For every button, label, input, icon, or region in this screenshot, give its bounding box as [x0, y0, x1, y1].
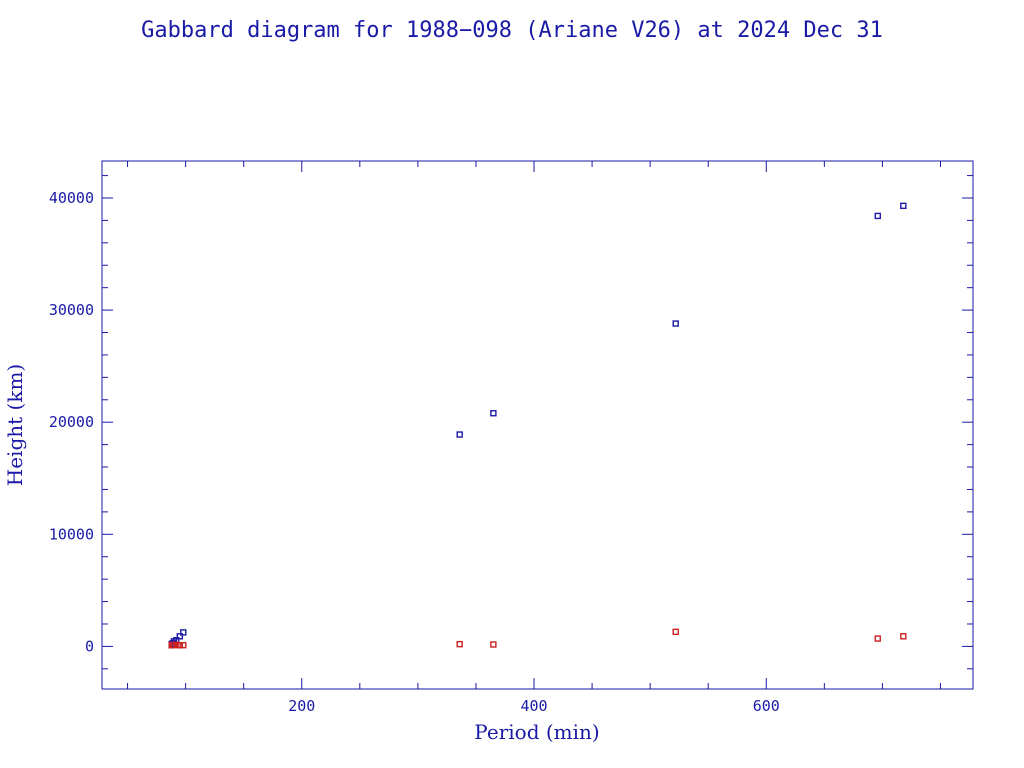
y-axis-label: Height (km) [3, 364, 27, 486]
x-tick-label: 200 [288, 697, 315, 715]
y-tick-label: 10000 [49, 525, 94, 543]
apogee-point [900, 202, 907, 210]
apogee-point [176, 633, 184, 640]
y-tick-label: 40000 [49, 189, 94, 207]
x-axis-label: Period (min) [474, 720, 599, 744]
y-tick-label: 20000 [49, 413, 94, 431]
axis-ticks [102, 161, 973, 689]
x-tick-label: 600 [753, 697, 780, 715]
y-tick-label: 0 [85, 637, 94, 655]
x-tick-label: 400 [520, 697, 547, 715]
perigee-point [900, 633, 907, 640]
tick-labels: 200 400 600 0 10000 20000 30000 40000 [49, 189, 780, 715]
perigee-point [490, 641, 497, 648]
apogee-point [672, 320, 679, 327]
apogee-point [490, 410, 497, 417]
y-tick-label: 30000 [49, 301, 94, 319]
apogee-point [456, 431, 463, 438]
data-points [168, 202, 907, 649]
perigee-point [874, 635, 881, 642]
chart-title: Gabbard diagram for 1988−098 (Ariane V26… [141, 18, 883, 43]
perigee-point [176, 642, 184, 649]
perigee-point [173, 641, 180, 649]
perigee-point [180, 641, 187, 649]
plot-frame [101, 160, 974, 690]
perigee-point [456, 640, 463, 648]
apogee-point [180, 629, 187, 636]
perigee-point [672, 628, 679, 636]
apogee-point [874, 212, 881, 220]
